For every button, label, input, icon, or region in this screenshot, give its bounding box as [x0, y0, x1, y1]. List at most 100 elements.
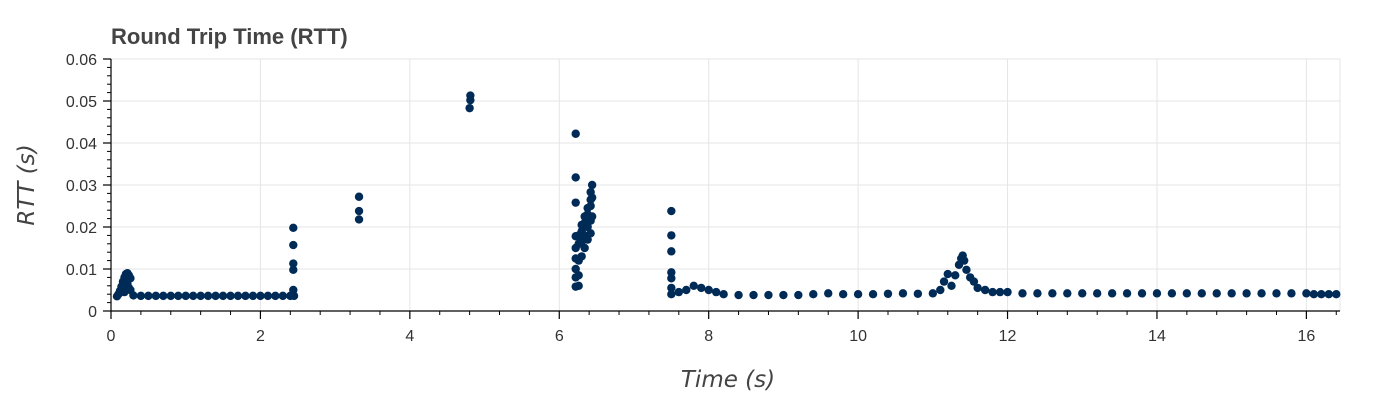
grid	[111, 58, 1341, 311]
data-point	[824, 289, 833, 298]
data-point	[853, 290, 863, 299]
data-point	[1182, 289, 1192, 298]
x-tick-label: 12	[999, 328, 1017, 345]
data-point	[136, 291, 146, 301]
data-point	[838, 290, 848, 299]
data-point	[241, 291, 250, 301]
data-point	[587, 193, 597, 202]
y-tick-label: 0.02	[66, 220, 97, 237]
y-axis-label: RTT (s)	[14, 144, 40, 225]
data-point	[354, 206, 364, 216]
data-point	[749, 290, 758, 300]
data-point	[1137, 289, 1147, 298]
data-point	[1324, 290, 1333, 299]
data-point	[289, 285, 298, 295]
data-point	[682, 285, 691, 295]
data-point	[1167, 289, 1177, 298]
data-point	[263, 291, 273, 301]
data-point	[211, 291, 220, 301]
data-point	[1212, 289, 1221, 298]
data-point	[1317, 290, 1326, 299]
data-point	[196, 291, 205, 301]
data-point	[1332, 290, 1341, 299]
x-tick-label: 6	[555, 328, 564, 345]
data-point	[947, 281, 956, 290]
data-point	[174, 291, 183, 301]
data-point	[465, 103, 474, 113]
tick-labels: 0 2 4 6 8 10 12 14 16 0 0.01 0.02 0.03 0.04 0.05 0.06	[66, 52, 1316, 345]
y-tick-label: 0.05	[66, 94, 97, 111]
data-point	[151, 291, 161, 301]
data-point	[571, 173, 580, 182]
x-tick-label: 16	[1297, 328, 1315, 345]
data-point	[586, 201, 595, 211]
x-tick-label: 8	[704, 328, 713, 345]
data-point	[571, 129, 580, 138]
data-point	[951, 271, 960, 280]
data-point	[587, 212, 597, 221]
data-point	[129, 291, 138, 300]
data-point	[203, 291, 213, 301]
data-point	[868, 290, 878, 299]
data-point	[271, 291, 280, 301]
data-point	[969, 277, 979, 286]
data-point	[1033, 289, 1042, 298]
data-point	[218, 291, 228, 301]
data-point	[1287, 289, 1296, 298]
data-point	[913, 289, 923, 298]
data-point	[144, 291, 153, 301]
data-point	[1242, 289, 1251, 298]
data-point	[697, 283, 706, 293]
data-point	[794, 290, 803, 300]
data-point	[1003, 287, 1012, 297]
y-tick-label: 0	[88, 304, 97, 321]
data-point	[962, 265, 971, 275]
data-point	[779, 290, 788, 300]
y-tick-label: 0.03	[66, 178, 97, 195]
data-point	[256, 291, 265, 301]
y-tick-label: 0.06	[66, 52, 97, 69]
data-point	[289, 259, 298, 268]
data-point	[1048, 289, 1057, 298]
x-tick-label: 4	[405, 328, 414, 345]
data-point	[583, 235, 592, 244]
data-point	[354, 192, 364, 201]
y-tick-label: 0.01	[66, 262, 97, 279]
data-point	[248, 291, 258, 301]
data-point	[580, 243, 589, 253]
x-tick-label: 14	[1148, 328, 1166, 345]
data-point	[1152, 289, 1162, 298]
data-point	[1197, 289, 1206, 298]
data-point	[995, 287, 1005, 297]
data-point	[226, 291, 235, 301]
data-point	[181, 291, 190, 301]
data-point	[466, 91, 475, 100]
data-point	[667, 290, 676, 299]
data-point	[883, 289, 893, 298]
data-point	[583, 222, 592, 232]
data-point	[667, 247, 676, 256]
axes	[103, 58, 1340, 319]
chart-title: Round Trip Time (RTT)	[111, 24, 348, 49]
data-point	[667, 268, 676, 277]
data-point	[159, 291, 168, 301]
data-point	[188, 291, 198, 301]
data-point	[586, 229, 595, 238]
data-point	[809, 290, 818, 299]
data-point	[574, 281, 583, 290]
data-point	[1227, 289, 1236, 298]
x-tick-label: 0	[107, 328, 116, 345]
data-point	[939, 277, 949, 286]
data-point	[571, 198, 580, 207]
data-point	[1018, 289, 1027, 298]
data-point	[898, 289, 908, 298]
data-point	[278, 291, 288, 301]
data-point	[166, 291, 175, 301]
data-point	[667, 206, 676, 216]
data-point	[973, 283, 982, 293]
data-point	[1302, 289, 1311, 298]
data-point	[674, 287, 684, 297]
data-point	[1107, 289, 1117, 298]
